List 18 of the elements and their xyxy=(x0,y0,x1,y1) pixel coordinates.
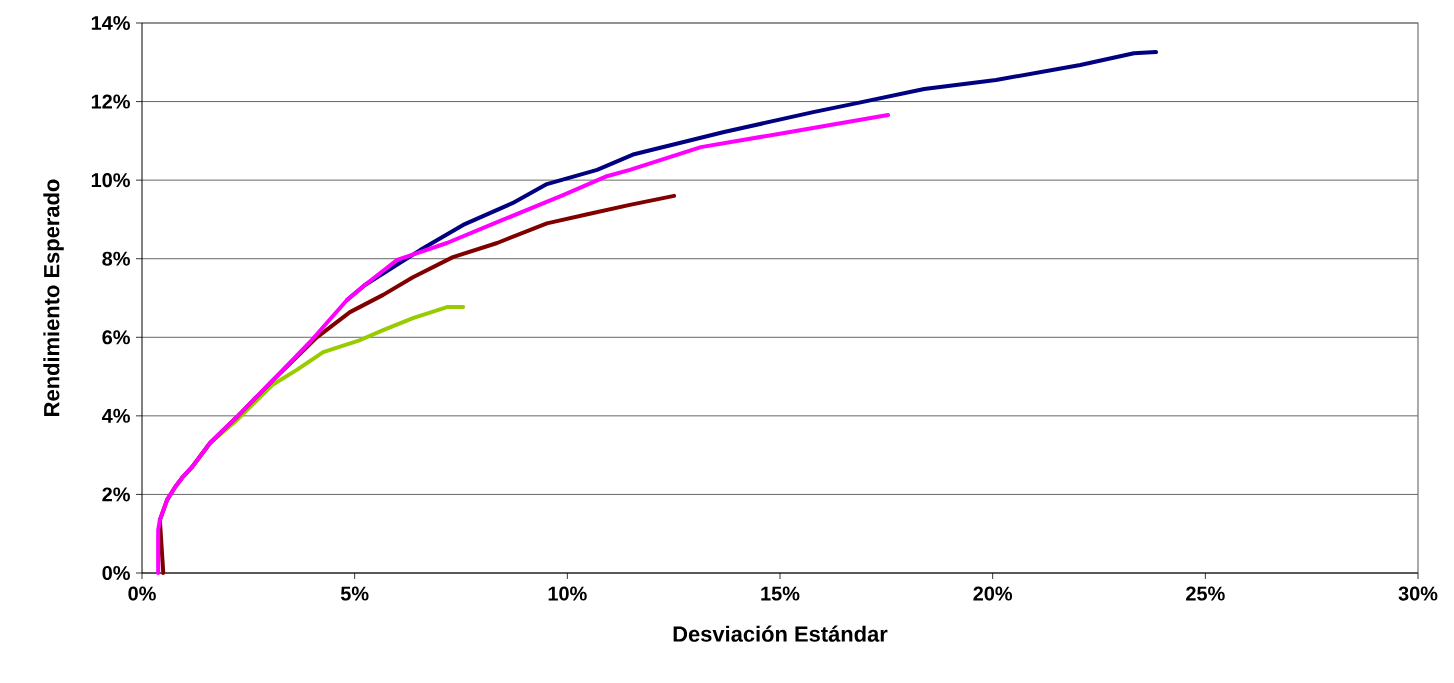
x-tick-label: 15% xyxy=(761,586,800,601)
y-axis-title: Rendimiento Esperado xyxy=(43,179,64,416)
x-tick-label: 5% xyxy=(340,586,369,601)
line-series xyxy=(156,112,891,575)
y-tick-label: 14% xyxy=(91,15,130,30)
y-tick-label: 8% xyxy=(102,251,130,266)
x-tick-label: 0% xyxy=(128,586,156,601)
y-tick-label: 0% xyxy=(102,565,130,581)
x-tick-label: 10% xyxy=(548,586,587,601)
x-tick-label: 20% xyxy=(973,586,1013,601)
y-tick-label: 6% xyxy=(102,330,130,345)
x-axis-title: Desviación Estándar xyxy=(673,625,888,642)
x-tick-label: 30% xyxy=(1398,586,1438,601)
y-tick-label: 12% xyxy=(91,94,130,109)
y-tick-label: 2% xyxy=(102,487,130,502)
y-tick-label: 4% xyxy=(101,408,130,423)
x-tick-label: 25% xyxy=(1186,586,1225,601)
y-tick-label: 10% xyxy=(91,173,130,188)
